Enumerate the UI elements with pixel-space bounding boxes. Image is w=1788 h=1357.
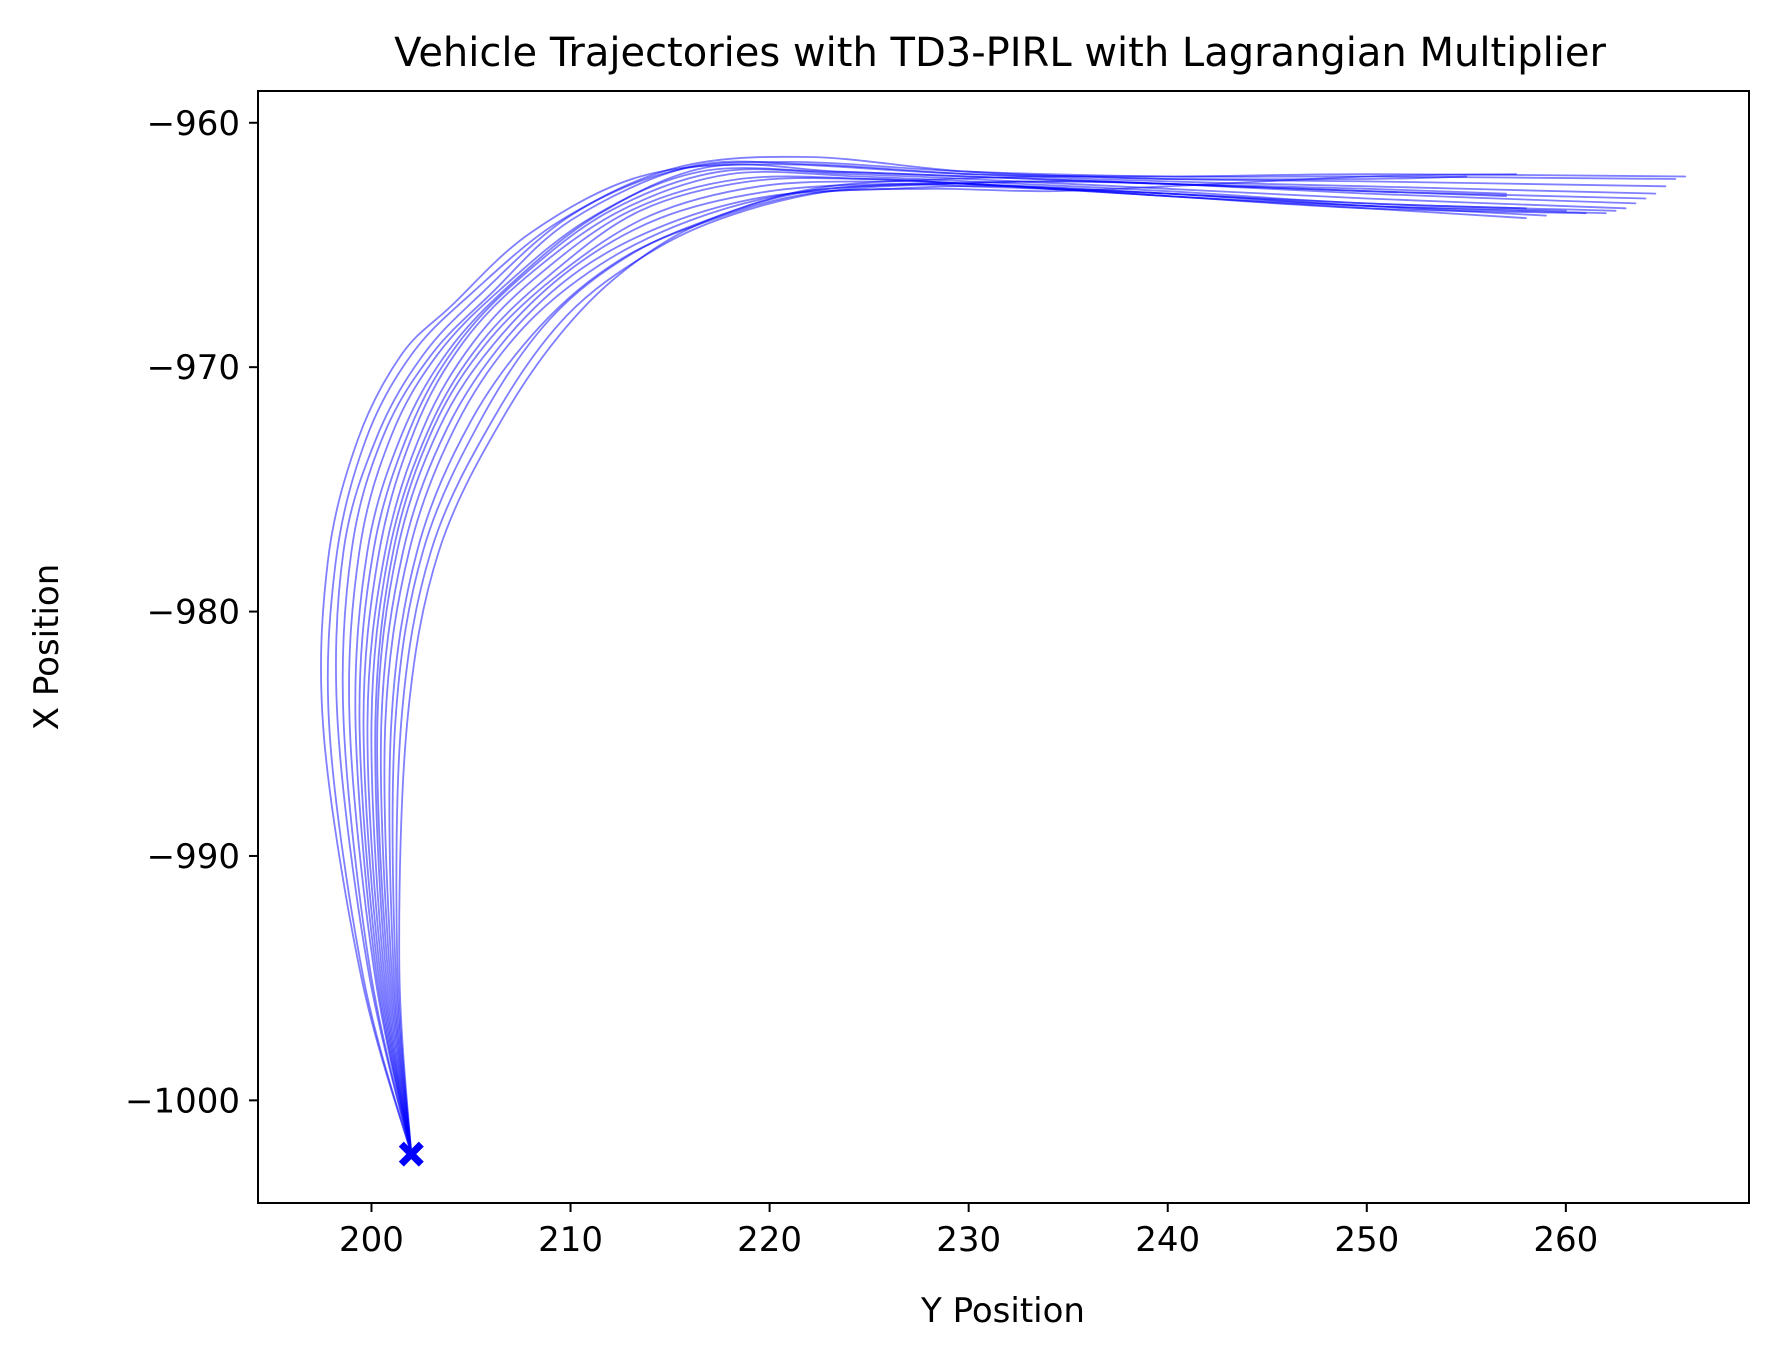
x-tick-label: 220 — [737, 1220, 802, 1260]
y-tick-label: −970 — [147, 348, 240, 388]
x-axis-ticks: 200 210 220 230 240 250 260 — [339, 1203, 1598, 1260]
trajectory-line-trajectory-2 — [326, 161, 1677, 1155]
trajectory-line-trajectory-13 — [379, 185, 1527, 1155]
x-tick-label: 230 — [936, 1220, 1001, 1260]
y-tick-label: −1000 — [125, 1081, 240, 1121]
y-axis-label: X Position — [27, 564, 67, 730]
axes-frame — [257, 90, 1750, 1204]
y-tick-label: −990 — [147, 837, 240, 877]
trajectory-line-trajectory-18 — [398, 175, 1468, 1155]
x-axis-label: Y Position — [920, 1291, 1085, 1331]
y-tick-label: −960 — [147, 104, 240, 144]
trajectory-line-trajectory-8 — [362, 171, 1617, 1155]
x-tick-label: 250 — [1334, 1220, 1399, 1260]
x-tick-label: 200 — [339, 1220, 404, 1260]
x-tick-label: 260 — [1533, 1220, 1598, 1260]
chart-title: Vehicle Trajectories with TD3-PIRL with … — [394, 30, 1606, 76]
series-layer — [320, 155, 1687, 1155]
trajectory-line-trajectory-14 — [383, 182, 1527, 1155]
trajectory-line-trajectory-4 — [341, 160, 1657, 1155]
marker-layer — [398, 1141, 424, 1167]
x-tick-label: 210 — [538, 1220, 603, 1260]
plot-area — [257, 90, 1750, 1204]
y-tick-label: −980 — [147, 593, 240, 633]
start-marker — [398, 1141, 424, 1167]
y-axis-ticks: −960 −970 −980 −990 −1000 — [125, 104, 258, 1121]
trajectory-line-trajectory-7 — [358, 168, 1627, 1155]
x-tick-label: 240 — [1135, 1220, 1200, 1260]
